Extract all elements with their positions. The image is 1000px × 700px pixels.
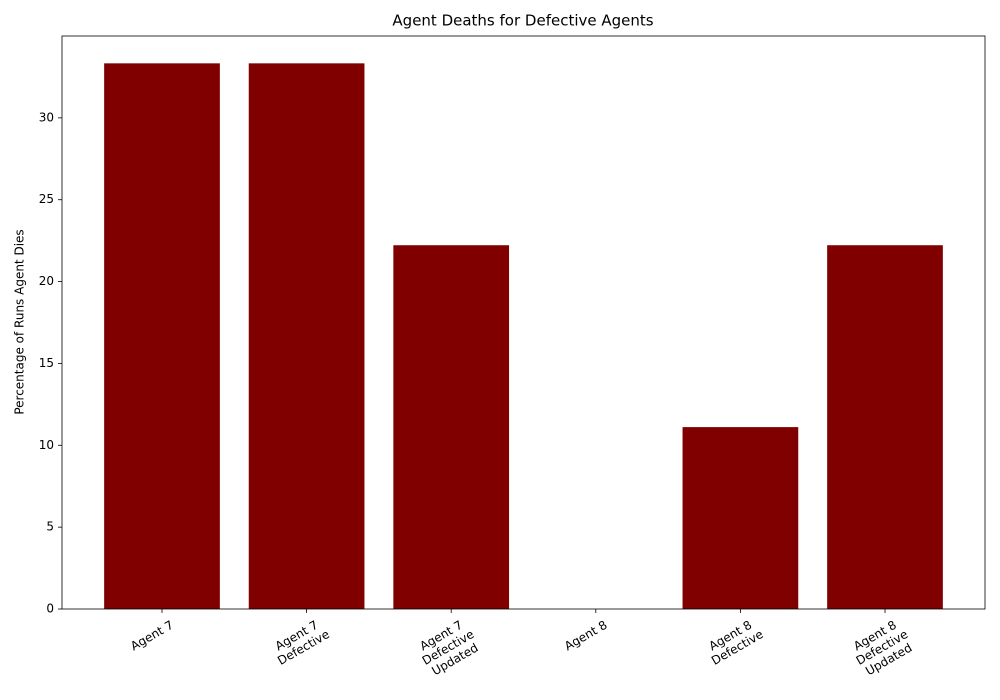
y-tick-label: 10 [39, 438, 54, 452]
y-tick-label: 15 [39, 356, 54, 370]
y-axis-label: Percentage of Runs Agent Dies [13, 229, 27, 414]
x-tick-label: Agent 7Defective [268, 615, 332, 668]
bar [393, 245, 510, 609]
x-tick-label: Agent 8Defective [702, 615, 766, 668]
y-tick-label: 5 [46, 520, 54, 534]
bar [682, 427, 799, 609]
chart-title: Agent Deaths for Defective Agents [392, 12, 653, 30]
y-tick-label: 25 [39, 192, 54, 206]
bar [827, 245, 943, 609]
x-tick-label: Agent 7DefectiveUpdated [413, 615, 483, 680]
x-tick-label: Agent 7 [128, 618, 176, 654]
y-tick-label: 0 [46, 602, 54, 616]
bar [104, 63, 220, 610]
x-tick-label: Agent 8 [562, 618, 610, 654]
bar [248, 63, 365, 610]
y-tick-label: 20 [39, 274, 54, 288]
plot-frame [61, 35, 986, 610]
x-tick-label: Agent 8DefectiveUpdated [847, 615, 917, 680]
y-tick-label: 30 [39, 110, 54, 124]
